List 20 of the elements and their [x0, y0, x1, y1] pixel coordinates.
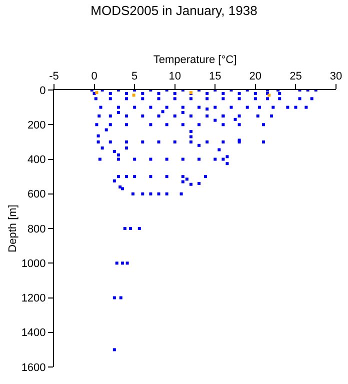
y-tick-label: 600	[27, 188, 46, 201]
y-tick-label: 800	[27, 223, 46, 236]
x-tick-label: -5	[49, 70, 59, 83]
x-tick-label: 10	[168, 70, 181, 83]
y-tick-label: 1000	[21, 258, 46, 270]
x-tick-label: 20	[249, 70, 262, 83]
y-tick-label: 1600	[21, 362, 46, 374]
y-tick-label: 400	[27, 154, 46, 166]
y-tick-label: 1200	[21, 292, 46, 305]
x-tick-label: 25	[290, 70, 302, 83]
y-tick-label: 200	[27, 119, 46, 132]
x-axis-title: Temperature [°C]	[153, 54, 237, 66]
y-tick-label: 1400	[21, 327, 46, 340]
x-tick-label: 0	[91, 70, 98, 83]
x-tick-label: 5	[132, 70, 138, 83]
x-tick-label: 15	[209, 70, 222, 83]
x-tick-label: 30	[330, 70, 342, 83]
chart-title: MODS2005 in January, 1938	[90, 2, 258, 18]
y-tick-label: 0	[40, 84, 46, 97]
y-axis-title: Depth [m]	[6, 204, 19, 252]
